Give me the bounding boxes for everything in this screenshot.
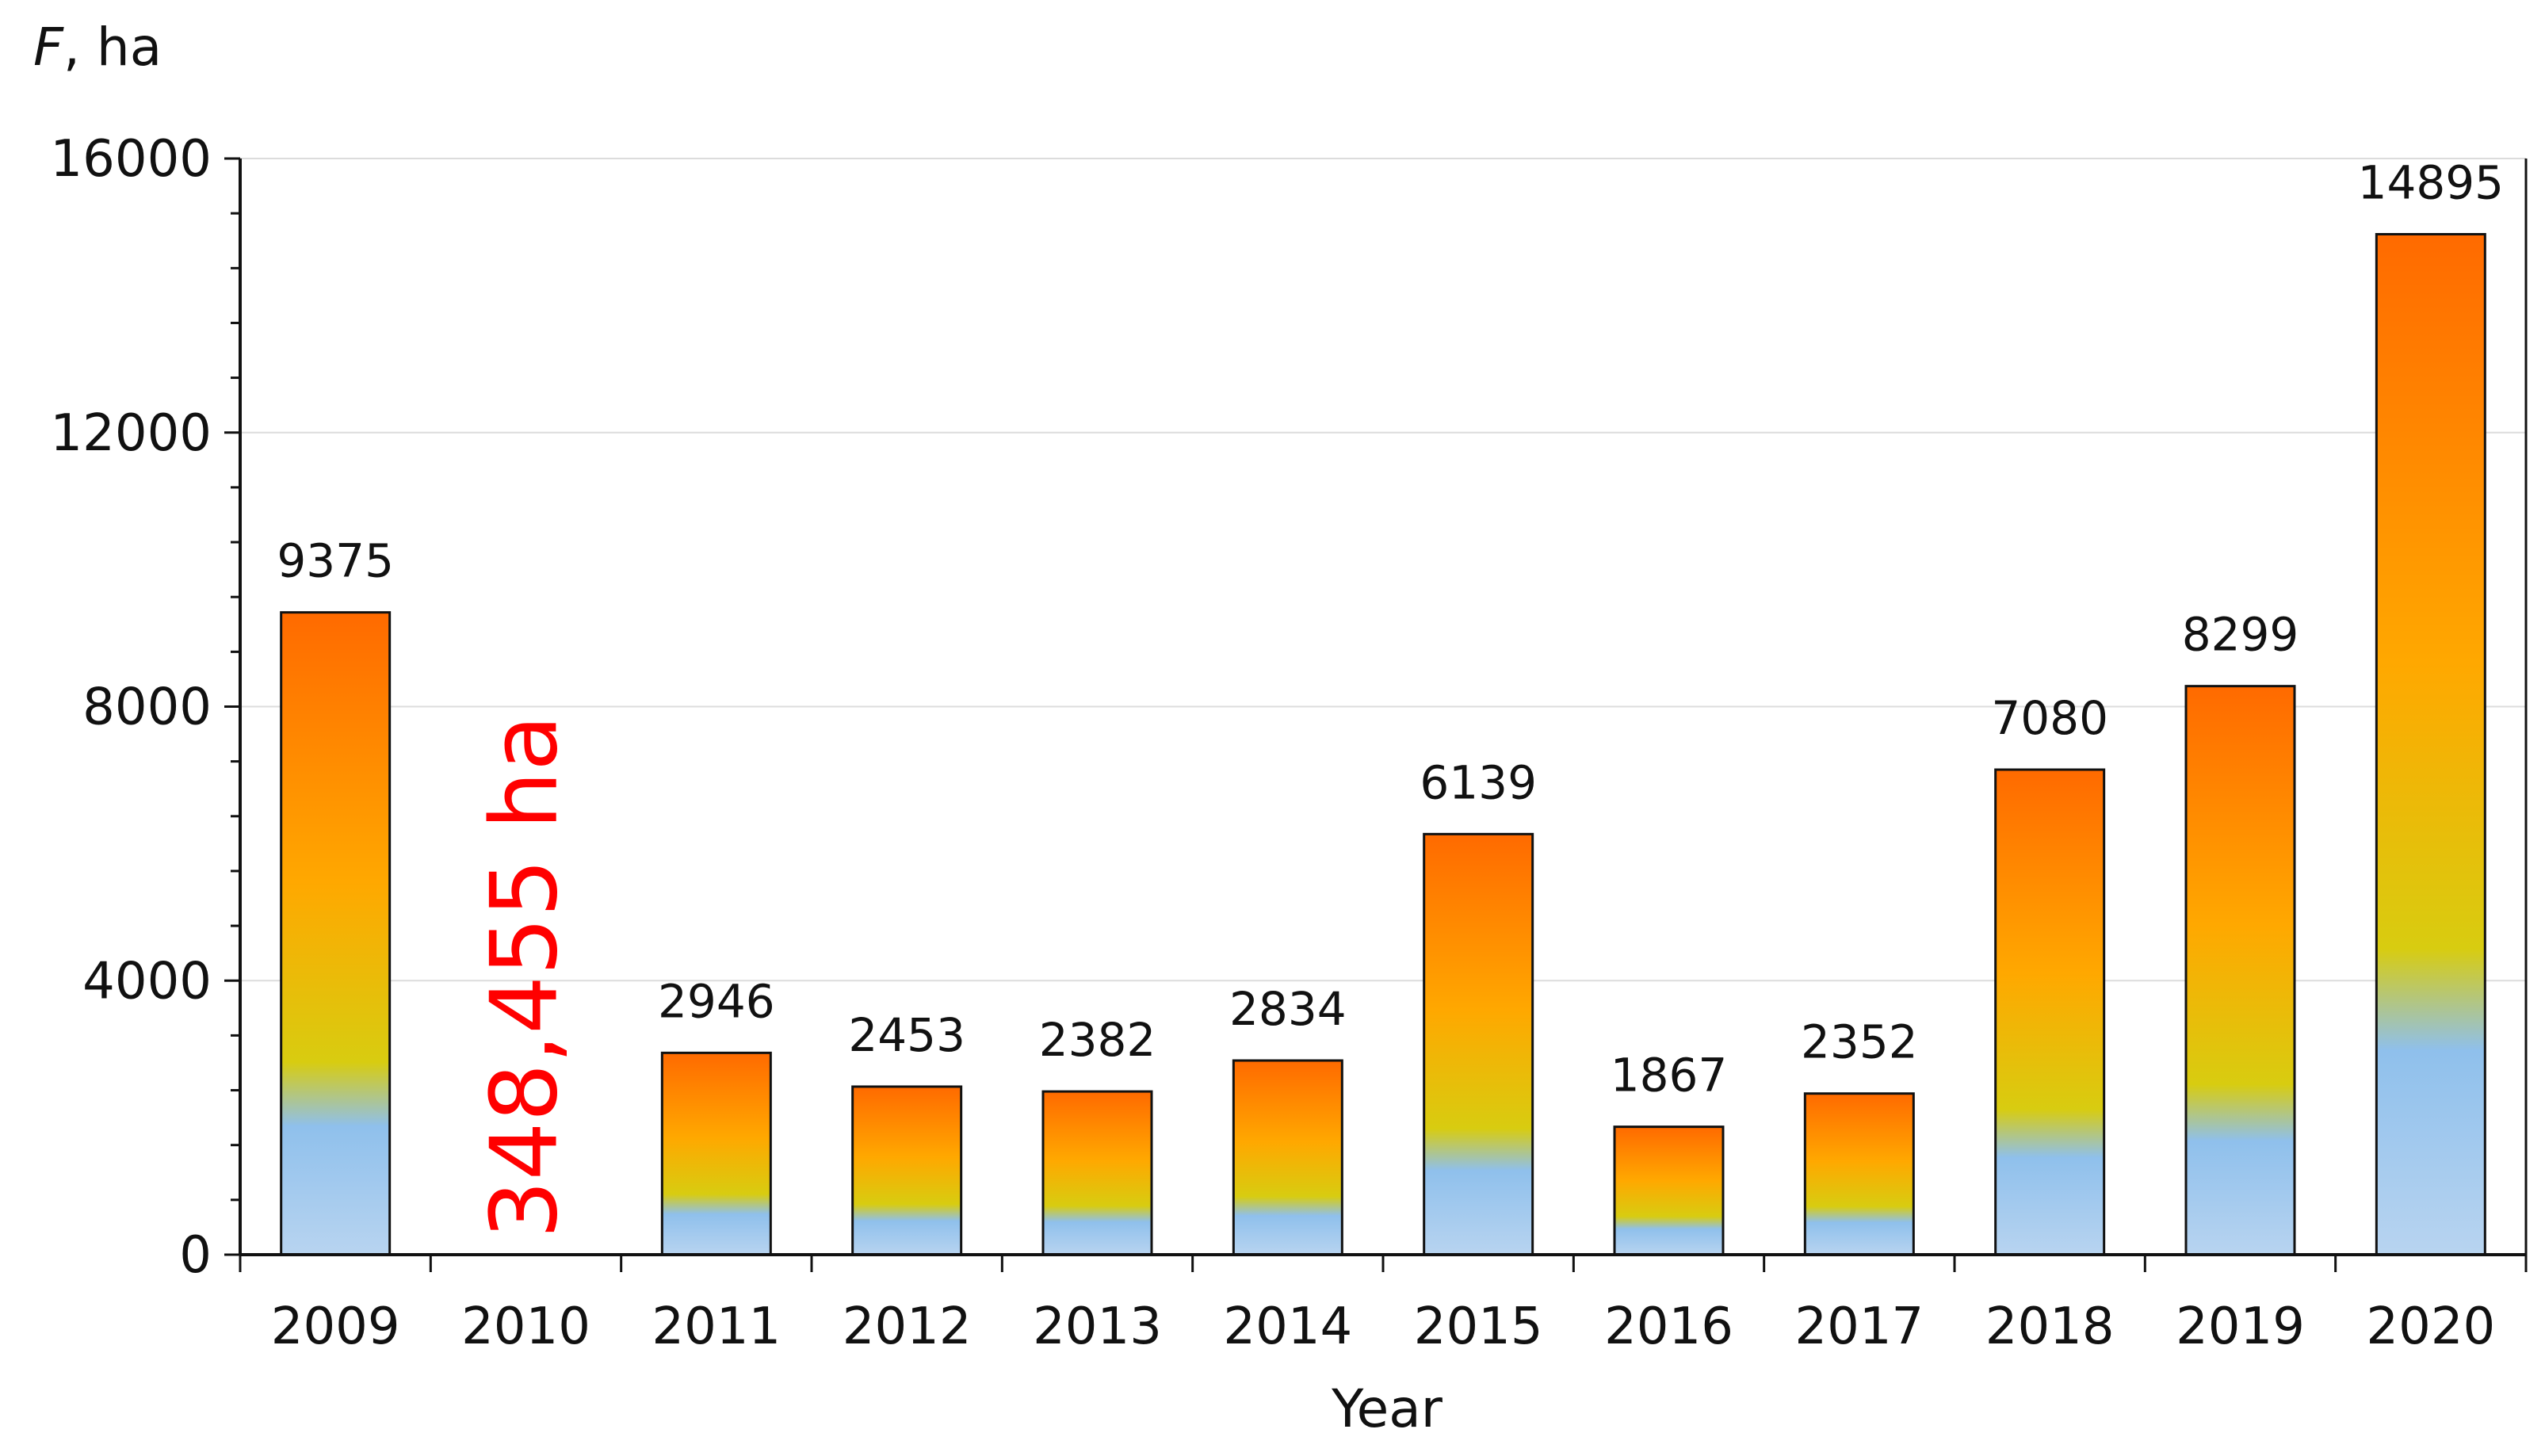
- x-tick-label-2019: 2019: [2176, 1297, 2305, 1356]
- x-tick-label-2015: 2015: [1414, 1297, 1543, 1356]
- x-tick-labels: 2009 2010 2011 2012 2013 2014 2015 2016 2017 2018…: [271, 1297, 2496, 1356]
- x-tick-label-2018: 2018: [1985, 1297, 2115, 1356]
- y-tick-label-0: 0: [179, 1226, 212, 1285]
- x-axis-title: Year: [1331, 1378, 1443, 1439]
- data-labels: 9375 2946 2453 2382 2834 6139 1867 2352 7080 8299…: [277, 156, 2504, 1103]
- bar-2020: [2375, 233, 2486, 1256]
- x-tick-label-2014: 2014: [1223, 1297, 1352, 1356]
- x-tick-label-2011: 2011: [652, 1297, 781, 1356]
- y-tick-label-16000: 16000: [50, 130, 212, 189]
- bars: [280, 233, 2486, 1256]
- y-tick-label-12000: 12000: [50, 404, 212, 463]
- x-tick-label-2009: 2009: [271, 1297, 400, 1356]
- x-tick-label-2020: 2020: [2366, 1297, 2495, 1356]
- bar-2015: [1423, 832, 1534, 1256]
- y-axis-title: F, ha: [33, 17, 162, 78]
- data-label-2016: 1867: [1611, 1049, 1728, 1103]
- y-axis-title-symbol: F: [33, 17, 64, 78]
- data-label-2020: 14895: [2358, 156, 2505, 210]
- y-axis-title-unit: , ha: [63, 17, 162, 78]
- bar-2018: [1994, 768, 2106, 1256]
- bar-2011: [660, 1051, 772, 1256]
- data-label-2015: 6139: [1420, 755, 1537, 809]
- bar-2013: [1041, 1090, 1153, 1256]
- x-tick-label-2013: 2013: [1033, 1297, 1162, 1356]
- data-label-2009: 9375: [277, 534, 394, 588]
- bar-2019: [2184, 685, 2296, 1256]
- x-tick-label-2010: 2010: [461, 1297, 590, 1356]
- data-label-2011: 2946: [658, 974, 775, 1028]
- data-label-2012: 2453: [848, 1008, 965, 1062]
- bar-2009: [280, 611, 392, 1256]
- x-tick-label-2017: 2017: [1794, 1297, 1924, 1356]
- data-label-2018: 7080: [1991, 691, 2108, 745]
- x-tick-label-2012: 2012: [843, 1297, 972, 1356]
- data-label-2013: 2382: [1039, 1013, 1156, 1067]
- y-tick-label-4000: 4000: [82, 952, 212, 1011]
- data-label-2014: 2834: [1229, 982, 1347, 1036]
- gridlines: [240, 158, 2526, 982]
- y-tick-labels: 0 4000 8000 12000 16000: [50, 130, 212, 1285]
- data-label-2019: 8299: [2182, 608, 2299, 662]
- annotation-2010-total: 348,455 ha: [472, 715, 579, 1239]
- y-tick-label-8000: 8000: [82, 678, 212, 737]
- bar-2016: [1613, 1125, 1725, 1256]
- axes: [224, 157, 2528, 1272]
- bar-2017: [1803, 1092, 1915, 1256]
- x-tick-label-2016: 2016: [1604, 1297, 1733, 1356]
- bar-2012: [851, 1085, 963, 1256]
- data-label-2017: 2352: [1801, 1015, 1918, 1069]
- bar-2014: [1232, 1059, 1343, 1256]
